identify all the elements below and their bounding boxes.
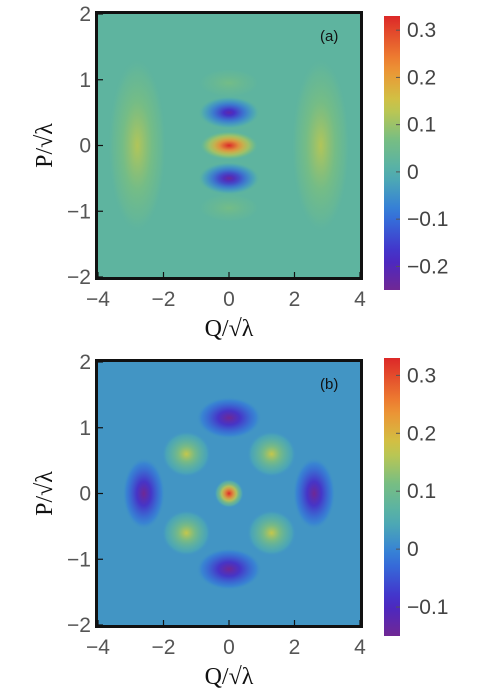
heatmap-feature: [291, 56, 351, 235]
heatmap-feature: [107, 56, 167, 235]
heatmap-feature: [197, 161, 261, 195]
colorbar-tick-label: 0.2: [407, 66, 436, 89]
y-tick-label: 0: [79, 135, 91, 158]
y-axis-label: P/√λ: [32, 123, 58, 168]
x-tick-label: 0: [223, 288, 235, 311]
x-tick-label: −2: [152, 636, 176, 659]
heatmap-feature: [197, 68, 261, 98]
colorbar-tick-label: 0: [407, 161, 419, 184]
y-tick-label: 1: [79, 69, 91, 92]
colorbar-tick-label: 0.2: [407, 422, 436, 445]
y-tick-label: 2: [79, 3, 91, 26]
plot-frame: [95, 359, 363, 628]
panel-a: −4 −2 0 2 4−2−1012(a)Q/√λP/√λ−0.2−0.100.10.2…: [32, 3, 448, 342]
heatmap-feature: [122, 457, 166, 530]
x-tick-label: 4: [354, 636, 366, 659]
y-tick-label: 0: [79, 483, 91, 506]
x-tick-label: 2: [289, 288, 301, 311]
colorbar-tick-label: 0: [407, 538, 419, 561]
heatmap-field: [98, 362, 360, 625]
colorbar-tick-label: 0.1: [407, 480, 436, 503]
x-tick-label: −4: [86, 288, 110, 311]
y-tick-label: −2: [67, 614, 91, 637]
plot-frame: [95, 11, 363, 280]
heatmap-feature: [196, 548, 262, 591]
heatmap-feature: [197, 96, 261, 130]
panel-label: (a): [320, 28, 338, 45]
colorbar-tick-label: −0.1: [407, 208, 448, 231]
heatmap-feature: [197, 193, 261, 223]
colorbar: −0.2 −0.1 0 0.1 0.2 0.3: [384, 16, 448, 290]
heatmap-feature: [199, 131, 259, 160]
heatmap-feature: [247, 431, 297, 478]
y-tick-label: −1: [67, 200, 91, 223]
y-tick-label: 2: [79, 351, 91, 374]
heatmap-feature: [214, 479, 244, 508]
heatmap-feature: [161, 509, 211, 556]
panel-label: (b): [320, 376, 338, 393]
x-axis-label: Q/√λ: [205, 316, 254, 342]
heatmap-feature: [196, 396, 262, 439]
y-axis-label: P/√λ: [32, 471, 58, 516]
heatmap-feature: [161, 431, 211, 478]
x-tick-label: −4: [86, 636, 110, 659]
colorbar: −0.1 0 0.1 0.2 0.3: [384, 358, 448, 636]
x-tick-label: 0: [223, 636, 235, 659]
colorbar-tick-label: −0.1: [407, 596, 448, 619]
heatmap-feature: [292, 457, 336, 530]
colorbar-tick-label: 0.3: [407, 364, 436, 387]
colorbar-tick-label: 0.1: [407, 114, 436, 137]
x-tick-label: 2: [289, 636, 301, 659]
y-tick-label: −2: [67, 266, 91, 289]
colorbar-gradient: [384, 16, 400, 290]
x-tick-label: −2: [152, 288, 176, 311]
x-axis-label: Q/√λ: [205, 664, 254, 690]
colorbar-tick-label: 0.3: [407, 19, 436, 42]
heatmap-field: [98, 14, 360, 277]
heatmap-feature: [247, 509, 297, 556]
y-tick-label: −1: [67, 548, 91, 571]
y-tick-label: 1: [79, 417, 91, 440]
colorbar-gradient: [384, 358, 400, 636]
colorbar-tick-label: −0.2: [407, 255, 448, 278]
x-tick-label: 4: [354, 288, 366, 311]
